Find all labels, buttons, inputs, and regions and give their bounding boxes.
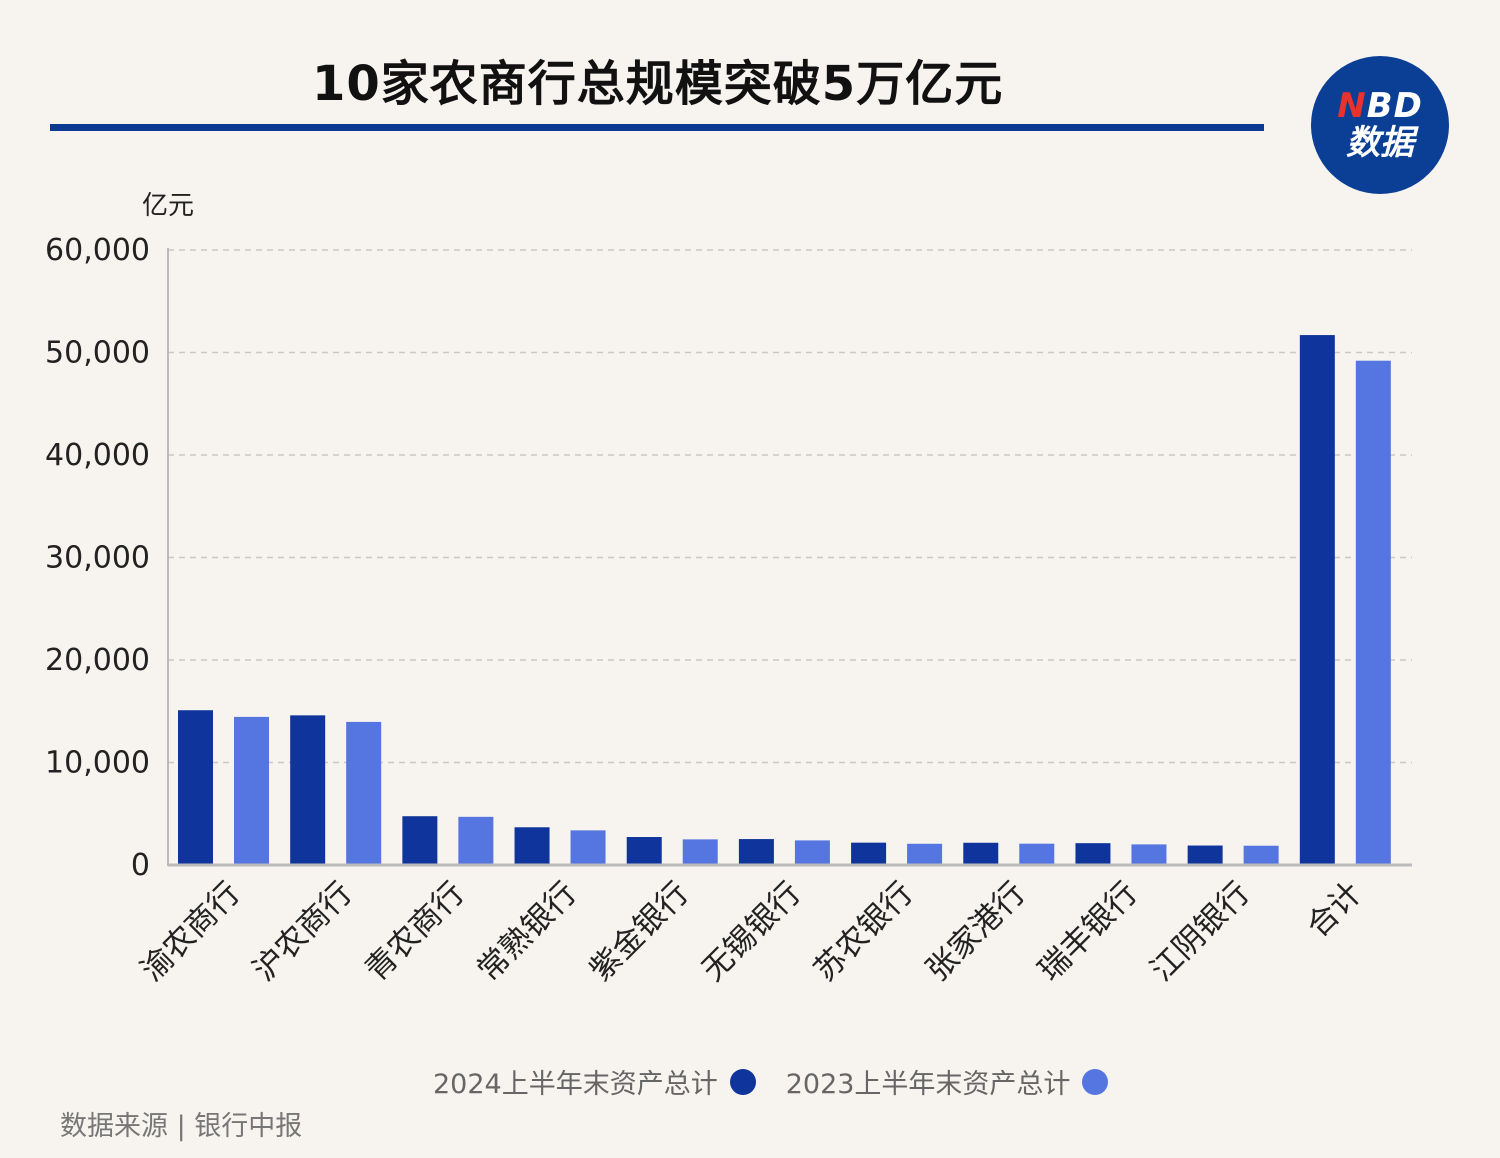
legend-label-2023: 2023上半年末资产总计 [785,1069,1071,1100]
chart-title: 10家农商行总规模突破5万亿元 [312,56,1004,112]
bar-2023 [346,721,382,865]
bar-2023 [570,830,606,865]
bar-2023 [907,843,943,865]
x-tick-label: 合计 [1300,875,1369,944]
data-source: 数据来源 | 银行中报 [60,1111,303,1142]
bar-2023 [234,716,269,865]
bar-2024 [1187,845,1223,865]
legend-item-2023: 2023上半年末资产总计 [786,1062,1109,1101]
logo-top-text: NBD [1337,86,1423,126]
legend-item-2024: 2024上半年末资产总计 [433,1062,756,1101]
bar-2024 [626,837,662,865]
bar-2024 [1075,843,1111,865]
bar-2024 [738,839,774,865]
y-tick-label: 20,000 [45,643,150,678]
title-rule [50,124,1264,131]
bar-2024 [1299,335,1335,865]
x-tick-label: 无锡银行 [695,875,808,988]
legend-dot-2023 [1082,1068,1109,1095]
legend-dot-2024 [729,1068,756,1095]
y-tick-label: 40,000 [45,438,150,473]
bar-2023 [1355,360,1391,865]
bar-2024 [963,842,999,865]
y-tick-labels: 0 10,000 20,000 30,000 40,000 50,000 60,000 [45,233,150,883]
x-tick-label: 紫金银行 [583,875,696,988]
x-tick-label: 苏农银行 [807,875,920,988]
bar-2024 [851,842,887,865]
x-tick-label: 青农商行 [358,875,471,988]
y-tick-label: 10,000 [45,746,150,781]
bar-2024 [514,827,550,865]
bar-2023 [682,839,718,865]
bar-2023 [458,816,494,865]
y-axis-label: 亿元 [142,191,194,221]
logo-bottom-text: 数据 [1346,123,1414,163]
bars [178,335,1391,865]
x-tick-labels: 渝农商行 沪农商行 青农商行 常熟银行 紫金银行 无锡银行 苏农银行 张家港行 瑞丰银行 江阴银行… [134,875,1369,988]
bar-2024 [290,715,326,865]
x-tick-label: 渝农商行 [134,875,247,988]
nbd-data-logo: NBD 数据 [1311,56,1449,194]
grid-lines [168,249,1412,764]
x-tick-label: 常熟银行 [471,875,584,988]
bar-2023 [1019,843,1055,865]
bar-2023 [794,840,830,865]
legend: 2024上半年末资产总计 2023上半年末资产总计 [433,1062,1138,1101]
bar-2024 [178,710,213,865]
legend-label-2024: 2024上半年末资产总计 [433,1069,718,1100]
bar-2023 [1243,845,1279,865]
y-tick-label: 0 [131,848,150,883]
y-tick-label: 30,000 [45,541,150,576]
x-tick-label: 沪农商行 [246,875,359,988]
bar-chart: 0 10,000 20,000 30,000 40,000 50,000 60,000 亿元… [45,191,1412,988]
x-tick-label: 张家港行 [919,875,1032,988]
bar-2023 [1131,844,1167,865]
y-tick-label: 60,000 [45,233,150,268]
bar-2024 [402,816,438,865]
y-tick-label: 50,000 [45,336,150,371]
x-tick-label: 瑞丰银行 [1031,875,1144,988]
x-tick-label: 江阴银行 [1144,875,1257,988]
